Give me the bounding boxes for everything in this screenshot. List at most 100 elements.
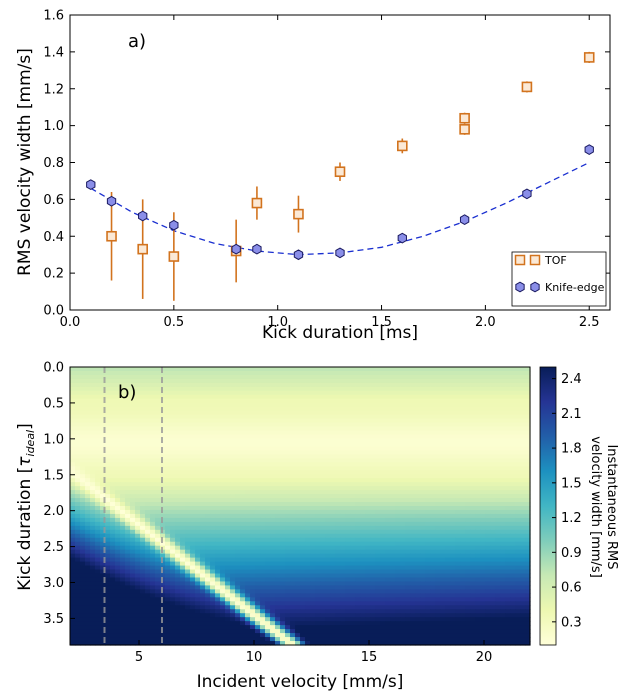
- heatmap-cell: [150, 386, 156, 392]
- heatmap-cell: [250, 378, 256, 384]
- a-xtick-label: 0.0: [60, 315, 81, 330]
- heatmap-cell: [390, 434, 396, 440]
- heatmap-cell: [225, 422, 231, 428]
- heatmap-cell: [395, 521, 401, 527]
- heatmap-cell: [75, 577, 81, 583]
- heatmap-cell: [295, 525, 301, 531]
- heatmap-cell: [135, 438, 141, 444]
- heatmap-cell: [90, 374, 96, 380]
- heatmap-cell: [435, 374, 441, 380]
- heatmap-cell: [185, 426, 191, 432]
- heatmap-cell: [250, 426, 256, 432]
- heatmap-cell: [435, 414, 441, 420]
- heatmap-cell: [285, 422, 291, 428]
- heatmap-cell: [150, 418, 156, 424]
- heatmap-cell: [170, 494, 176, 499]
- heatmap-cell: [445, 406, 451, 412]
- heatmap-cell: [70, 370, 76, 376]
- heatmap-cell: [140, 549, 146, 555]
- heatmap-cell: [460, 494, 466, 499]
- heatmap-cell: [470, 561, 476, 567]
- heatmap-cell: [330, 430, 336, 436]
- heatmap-cell: [200, 521, 206, 527]
- heatmap-cell: [360, 553, 366, 559]
- heatmap-cell: [490, 509, 496, 515]
- heatmap-cell: [90, 470, 96, 475]
- heatmap-cell: [90, 378, 96, 384]
- heatmap-cell: [110, 398, 116, 404]
- heatmap-cell: [275, 382, 281, 388]
- heatmap-cell: [145, 478, 151, 483]
- heatmap-cell: [455, 414, 461, 420]
- heatmap-cell: [205, 406, 211, 412]
- heatmap-cell: [455, 513, 461, 519]
- heatmap-cell: [130, 490, 136, 495]
- heatmap-cell: [75, 482, 81, 487]
- heatmap-cell: [405, 474, 411, 479]
- heatmap-cell: [395, 478, 401, 483]
- heatmap-cell: [505, 553, 511, 559]
- heatmap-cell: [350, 509, 356, 515]
- heatmap-cell: [345, 513, 351, 519]
- heatmap-cell: [185, 521, 191, 527]
- heatmap-cell: [515, 462, 521, 467]
- heatmap-cell: [445, 506, 451, 511]
- heatmap-cell: [310, 450, 316, 455]
- heatmap-cell: [190, 394, 196, 400]
- heatmap-cell: [285, 426, 291, 432]
- knife-edge-point: [231, 243, 241, 255]
- heatmap-cell: [150, 521, 156, 527]
- heatmap-cell: [70, 573, 76, 579]
- heatmap-cell: [120, 549, 126, 555]
- heatmap-cell: [165, 462, 171, 467]
- heatmap-cell: [490, 557, 496, 563]
- heatmap-cell: [275, 442, 281, 448]
- heatmap-cell: [190, 502, 196, 507]
- heatmap-cell: [425, 541, 431, 547]
- heatmap-cell: [220, 533, 226, 539]
- heatmap-cell: [365, 458, 371, 463]
- heatmap-cell: [420, 434, 426, 440]
- heatmap-cell: [330, 565, 336, 571]
- heatmap-cell: [510, 521, 516, 527]
- heatmap-cell: [425, 498, 431, 503]
- heatmap-cell: [70, 502, 76, 507]
- heatmap-cell: [70, 529, 76, 535]
- heatmap-cell: [215, 402, 221, 408]
- heatmap-cell: [505, 573, 511, 579]
- heatmap-cell: [105, 549, 111, 555]
- heatmap-cell: [75, 367, 81, 372]
- heatmap-cell: [440, 450, 446, 455]
- heatmap-cell: [105, 382, 111, 388]
- heatmap-cell: [70, 470, 76, 475]
- heatmap-cell: [270, 517, 276, 523]
- heatmap-cell: [485, 557, 491, 563]
- heatmap-cell: [345, 406, 351, 412]
- heatmap-cell: [405, 450, 411, 455]
- heatmap-cell: [120, 494, 126, 499]
- heatmap-cell: [485, 370, 491, 376]
- heatmap-cell: [520, 541, 526, 547]
- heatmap-cell: [145, 446, 151, 451]
- heatmap-cell: [295, 490, 301, 495]
- heatmap-cell: [320, 474, 326, 479]
- heatmap-cell: [490, 486, 496, 491]
- heatmap-cell: [165, 374, 171, 380]
- heatmap-cell: [460, 430, 466, 436]
- heatmap-cell: [115, 450, 121, 455]
- heatmap-cell: [80, 525, 86, 531]
- heatmap-cell: [280, 549, 286, 555]
- heatmap-cell: [205, 569, 211, 575]
- knife-edge-point: [106, 195, 117, 207]
- heatmap-cell: [315, 406, 321, 412]
- heatmap-cell: [430, 394, 436, 400]
- heatmap-cell: [195, 446, 201, 451]
- heatmap-cell: [145, 541, 151, 547]
- heatmap-cell: [95, 470, 101, 475]
- heatmap-cell: [290, 537, 296, 543]
- heatmap-cell: [280, 406, 286, 412]
- heatmap-cell: [200, 494, 206, 499]
- heatmap-cell: [190, 418, 196, 424]
- heatmap-cell: [325, 502, 331, 507]
- heatmap-cell: [410, 402, 416, 408]
